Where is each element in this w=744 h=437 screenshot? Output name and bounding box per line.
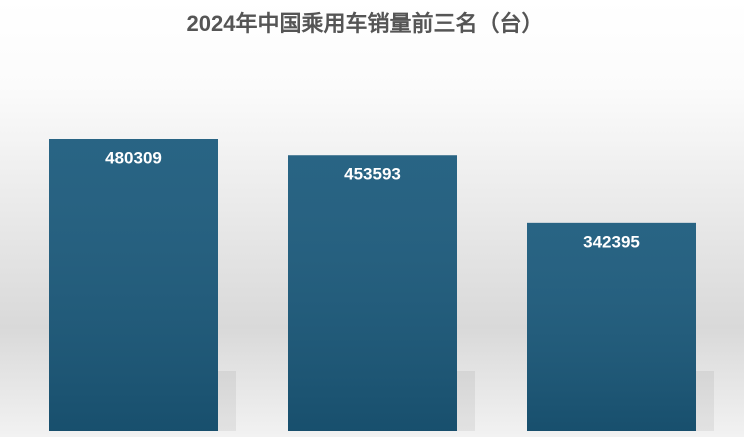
data-label: 453593 — [344, 165, 401, 184]
bar-shade — [527, 222, 696, 431]
bar-shade — [288, 155, 457, 432]
chart-title: 2024年中国乘用车销量前三名（台） — [187, 11, 544, 36]
data-label: 342395 — [583, 232, 640, 251]
data-label: 480309 — [105, 148, 162, 167]
bar-shade — [49, 139, 218, 431]
